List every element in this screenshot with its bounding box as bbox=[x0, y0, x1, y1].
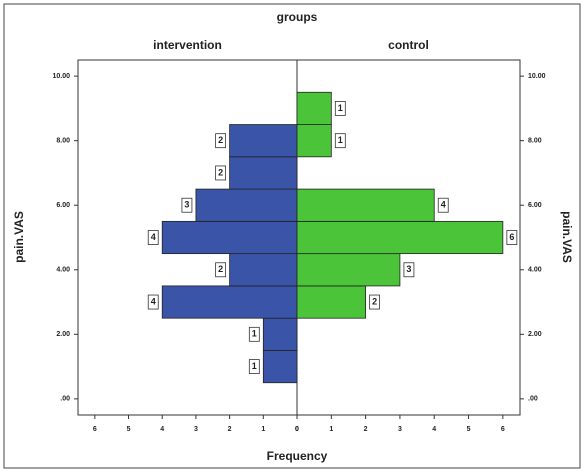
x-tick-label: 0 bbox=[295, 426, 299, 433]
value-label: 1 bbox=[252, 329, 257, 339]
bar bbox=[296, 91, 332, 125]
chart-title: groups bbox=[277, 10, 318, 24]
value-label-box bbox=[248, 359, 260, 374]
x-tick-label: 4 bbox=[160, 426, 164, 433]
value-label-box bbox=[215, 165, 227, 181]
x-tick-label: 1 bbox=[261, 426, 265, 433]
y-tick-label: 2.00 bbox=[56, 331, 70, 338]
value-label: 3 bbox=[406, 264, 411, 274]
plot-frame bbox=[77, 59, 521, 416]
x-tick-label: 2 bbox=[364, 426, 368, 433]
bar bbox=[161, 220, 298, 255]
value-label: 2 bbox=[218, 135, 223, 145]
value-label: 4 bbox=[151, 232, 156, 242]
bar bbox=[262, 317, 298, 351]
value-label: 4 bbox=[151, 296, 156, 306]
x-axis-label: Frequency bbox=[267, 449, 328, 463]
x-tick-label: 5 bbox=[467, 426, 471, 433]
value-label: 2 bbox=[218, 264, 223, 274]
y-tick-label: 4.00 bbox=[56, 267, 70, 274]
bar bbox=[262, 350, 298, 384]
value-label-box bbox=[334, 101, 346, 116]
value-label-box bbox=[147, 230, 159, 245]
value-label: 6 bbox=[509, 232, 514, 242]
x-tick-label: 3 bbox=[194, 426, 198, 433]
y-axis-label-right: pain.VAS bbox=[560, 211, 574, 263]
value-label-box bbox=[334, 133, 346, 149]
y-tick-label: 8.00 bbox=[56, 138, 70, 145]
value-label-box bbox=[181, 197, 193, 213]
value-label-box bbox=[215, 133, 227, 149]
bar bbox=[296, 285, 367, 319]
value-label-box bbox=[506, 230, 518, 245]
y-tick-label-right: 10.00 bbox=[528, 73, 546, 80]
y-axis-label: pain.VAS bbox=[12, 211, 26, 263]
value-label: 4 bbox=[441, 200, 446, 210]
y-tick-label: .00 bbox=[60, 396, 70, 403]
x-tick-label: 6 bbox=[93, 426, 97, 433]
bar bbox=[161, 285, 298, 319]
bar bbox=[296, 124, 332, 158]
x-tick-label: 0 bbox=[295, 426, 299, 433]
panel-label: control bbox=[388, 38, 429, 52]
bar bbox=[296, 253, 401, 287]
y-tick-label-right: 4.00 bbox=[528, 267, 542, 274]
bar bbox=[296, 188, 435, 222]
value-label-box bbox=[369, 294, 381, 310]
value-label-box bbox=[147, 294, 159, 310]
value-label: 2 bbox=[372, 296, 377, 306]
panel-label: intervention bbox=[153, 38, 222, 52]
bar bbox=[296, 220, 504, 255]
y-tick-label-right: 6.00 bbox=[528, 202, 542, 209]
y-tick-label: 10.00 bbox=[52, 73, 70, 80]
bar bbox=[229, 156, 298, 190]
value-label: 1 bbox=[252, 361, 257, 371]
y-tick-label-right: .00 bbox=[528, 396, 538, 403]
x-tick-label: 6 bbox=[501, 426, 505, 433]
value-label: 1 bbox=[338, 135, 343, 145]
x-tick-label: 3 bbox=[398, 426, 402, 433]
y-tick-label: 6.00 bbox=[56, 202, 70, 209]
x-tick-label: 4 bbox=[432, 426, 436, 433]
bar bbox=[195, 188, 298, 222]
y-tick-label-right: 8.00 bbox=[528, 138, 542, 145]
value-label: 2 bbox=[218, 167, 223, 177]
value-label-box bbox=[437, 197, 449, 213]
x-tick-label: 2 bbox=[228, 426, 232, 433]
x-tick-label: 1 bbox=[329, 426, 333, 433]
y-tick-label-right: 2.00 bbox=[528, 331, 542, 338]
value-label-box bbox=[215, 262, 227, 278]
value-label: 3 bbox=[184, 200, 189, 210]
bar bbox=[229, 253, 298, 287]
bar bbox=[229, 124, 298, 158]
frame bbox=[3, 3, 581, 469]
value-label: 1 bbox=[338, 103, 343, 113]
value-label-box bbox=[403, 262, 415, 278]
value-label-box bbox=[248, 326, 260, 342]
x-tick-label: 5 bbox=[127, 426, 131, 433]
